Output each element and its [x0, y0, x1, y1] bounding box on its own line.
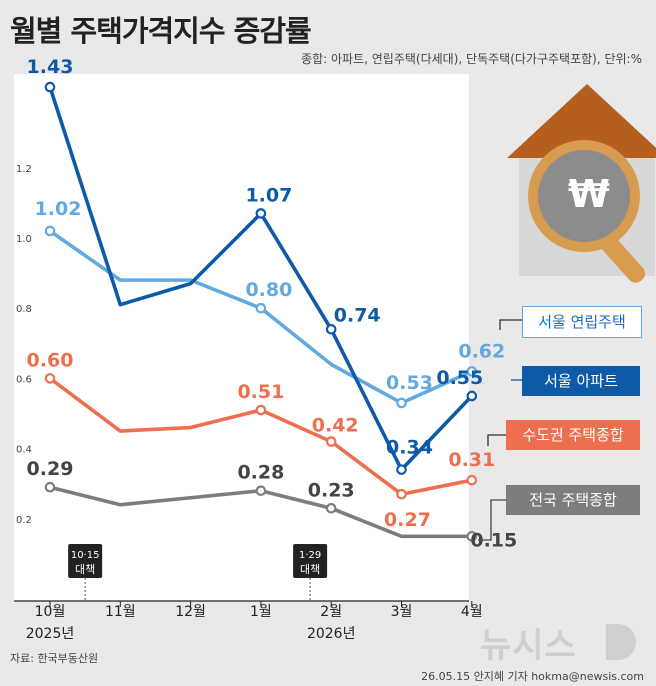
data-point-seoul_apt — [44, 81, 56, 93]
data-label-national: 0.28 — [237, 462, 284, 484]
chart-subtitle: 종합: 아파트, 연립주택(다세대), 단독주택(다가구주택포함), 단위:% — [301, 52, 642, 66]
data-label-national: 0.29 — [27, 458, 74, 480]
x-year-label: 2026년 — [307, 626, 356, 642]
y-tick-label: 0.8 — [16, 304, 32, 315]
annotation-box — [293, 544, 328, 578]
data-label-metro: 0.42 — [312, 415, 359, 437]
data-point-national — [466, 531, 478, 542]
data-point-seoul_villa — [396, 397, 407, 409]
annotation-label: 10·15 — [71, 550, 100, 561]
y-tick-label: 1.2 — [16, 164, 32, 175]
data-point-seoul_villa — [466, 366, 478, 377]
data-label-seoul_villa: 0.80 — [245, 279, 292, 301]
watermark-d-shape — [606, 624, 636, 660]
y-tick-label: 0.4 — [16, 445, 32, 456]
data-label-metro: 0.51 — [237, 381, 284, 403]
annotation-label: 대책 — [75, 563, 95, 576]
legend-label: 전국 주택종합 — [529, 491, 617, 509]
x-tick-label: 3월 — [391, 604, 413, 620]
annotation-label: 1·29 — [299, 550, 321, 561]
data-point-metro — [396, 488, 407, 500]
data-label-seoul_apt: 1.07 — [245, 184, 292, 206]
data-point-seoul_villa — [255, 302, 267, 314]
legend-label: 수도권 주택종합 — [522, 426, 624, 444]
data-label-seoul_apt: 1.43 — [27, 56, 74, 78]
data-label-seoul_apt: 0.55 — [436, 367, 483, 389]
source-note: 자료: 한국부동산원 — [10, 652, 99, 665]
data-point-metro — [255, 404, 267, 416]
newsis-watermark: 뉴시스 — [480, 626, 577, 666]
legend-label: 서울 연립주택 — [538, 313, 626, 331]
chart-title: 월별 주택가격지수 증감률 — [10, 14, 312, 48]
plot-area — [14, 74, 469, 601]
x-tick-label: 2월 — [320, 604, 342, 620]
x-tick-label: 11월 — [105, 604, 136, 620]
x-tick-label: 10월 — [35, 604, 66, 620]
data-point-seoul_apt — [325, 323, 337, 335]
legend-metro: 수도권 주택종합 — [506, 420, 640, 450]
legend-label: 서울 아파트 — [544, 372, 618, 390]
data-label-metro: 0.31 — [448, 449, 495, 471]
x-year-label: 2025년 — [26, 626, 75, 642]
x-tick-label: 12월 — [175, 604, 206, 620]
data-label-national: 0.23 — [308, 479, 355, 501]
legend-connector — [499, 319, 522, 330]
data-point-seoul_apt — [255, 208, 267, 219]
y-tick-label: 1.0 — [16, 234, 32, 245]
data-label-seoul_villa: 1.02 — [35, 198, 82, 220]
legend-seoul-villa: 서울 연립주택 — [522, 306, 642, 338]
data-point-national — [255, 485, 267, 497]
data-label-national: 0.15 — [470, 529, 517, 551]
data-point-seoul_apt — [396, 464, 407, 475]
annotation-box — [68, 544, 103, 578]
data-label-seoul_villa: 0.62 — [458, 340, 505, 362]
data-label-seoul_apt: 0.74 — [334, 304, 381, 326]
data-point-metro — [325, 436, 337, 447]
data-point-national — [325, 502, 337, 514]
x-tick-label: 4월 — [461, 604, 483, 620]
magnifier-icon — [528, 140, 640, 252]
data-label-metro: 0.60 — [27, 349, 74, 371]
data-point-metro — [44, 373, 56, 384]
y-tick-label: 0.2 — [16, 515, 32, 526]
data-point-seoul_apt — [466, 390, 478, 402]
data-point-seoul_villa — [44, 225, 56, 237]
legend-connector — [478, 499, 506, 541]
data-label-seoul_villa: 0.53 — [386, 372, 433, 394]
data-label-metro: 0.27 — [384, 509, 431, 531]
credit-note: 26.05.15 안지혜 기자 hokma@newsis.com — [421, 670, 644, 683]
legend-connector — [487, 434, 506, 446]
legend-national: 전국 주택종합 — [506, 485, 640, 515]
won-sign-icon: ₩ — [568, 172, 610, 216]
annotation-label: 대책 — [300, 563, 320, 576]
data-point-metro — [466, 474, 478, 486]
x-tick-label: 1월 — [250, 604, 272, 620]
data-label-seoul_apt: 0.34 — [386, 437, 433, 459]
data-point-national — [44, 481, 56, 493]
legend-seoul-apt: 서울 아파트 — [522, 366, 640, 396]
y-tick-label: 0.6 — [16, 374, 32, 385]
